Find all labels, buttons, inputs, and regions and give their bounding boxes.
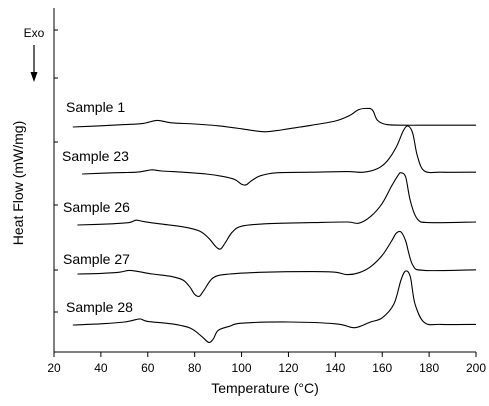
x-tick-label: 20: [47, 361, 61, 375]
series-label: Sample 28: [66, 299, 133, 315]
x-tick-label: 160: [372, 361, 392, 375]
x-axis-tick-labels: 20 40 60 80 100 120 140 160 180 200: [47, 361, 486, 375]
exo-arrow-icon: [30, 45, 38, 82]
series-label: Sample 1: [66, 99, 125, 115]
x-tick-label: 80: [188, 361, 202, 375]
x-tick-label: 180: [419, 361, 439, 375]
x-tick-label: 100: [232, 361, 252, 375]
series-curve-4: [77, 230, 477, 297]
series-label: Sample 27: [63, 251, 130, 267]
x-tick-label: 200: [466, 361, 486, 375]
x-tick-label: 60: [141, 361, 155, 375]
y-axis-ticks: [54, 29, 58, 313]
series-label: Sample 23: [62, 148, 129, 164]
series-curve-2: [82, 125, 477, 186]
x-axis-ticks: [53, 352, 477, 357]
series-curve-5: [72, 270, 477, 343]
x-axis-title: Temperature (°C): [211, 380, 319, 396]
exo-annotation: Exo: [24, 26, 45, 40]
series-curves: [72, 107, 477, 343]
series-curve-1: [72, 107, 476, 133]
x-tick-label: 40: [94, 361, 108, 375]
x-tick-label: 120: [278, 361, 298, 375]
series-labels: Sample 1 Sample 23 Sample 26 Sample 27 Sampl…: [62, 99, 133, 315]
series-label: Sample 26: [63, 199, 130, 215]
y-axis-title: Heat Flow (mW/mg): [10, 121, 26, 245]
x-tick-label: 140: [325, 361, 345, 375]
series-curve-3: [77, 172, 477, 250]
